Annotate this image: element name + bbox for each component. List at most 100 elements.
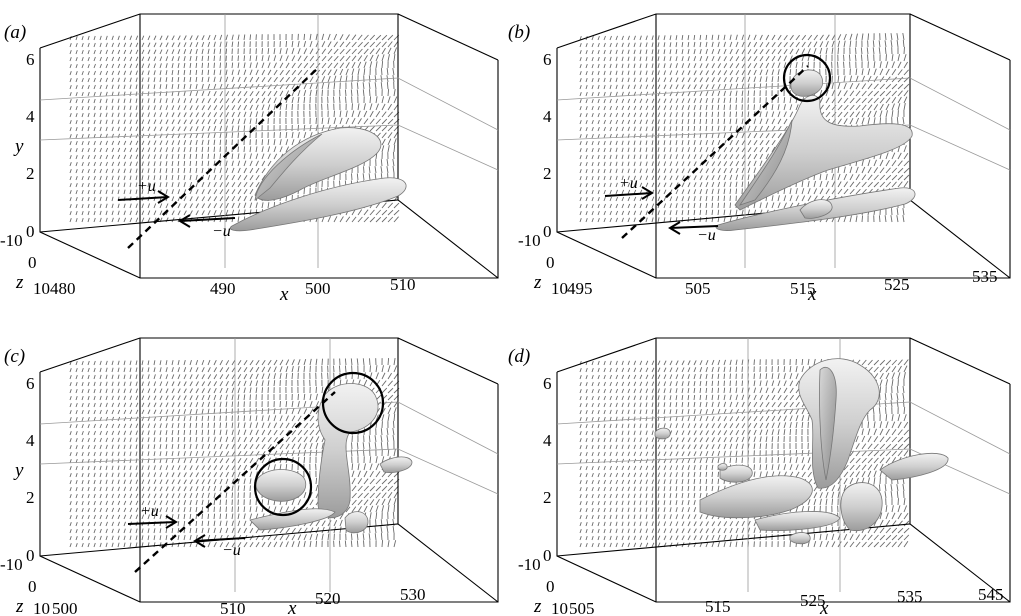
velocity-vector xyxy=(585,161,588,167)
velocity-vector xyxy=(747,174,750,181)
velocity-vector xyxy=(249,366,254,373)
velocity-vector xyxy=(633,140,636,146)
velocity-vector xyxy=(231,458,236,464)
velocity-vector xyxy=(171,528,174,534)
velocity-vector xyxy=(237,492,239,499)
velocity-vector xyxy=(681,217,684,223)
velocity-vector xyxy=(81,217,84,223)
velocity-vector xyxy=(759,56,764,62)
velocity-vector xyxy=(69,183,72,188)
velocity-vector xyxy=(261,436,266,443)
velocity-vector xyxy=(897,103,901,111)
velocity-vector xyxy=(735,160,739,167)
velocity-vector xyxy=(663,196,667,202)
velocity-vector xyxy=(795,34,800,41)
velocity-vector xyxy=(135,493,139,499)
velocity-vector xyxy=(87,119,90,125)
velocity-vector xyxy=(183,486,187,492)
velocity-vector xyxy=(633,388,637,394)
velocity-vector xyxy=(380,75,383,83)
velocity-vector xyxy=(165,535,168,541)
velocity-vector xyxy=(111,493,114,499)
velocity-vector xyxy=(867,159,871,167)
velocity-vector xyxy=(129,147,133,153)
velocity-vector xyxy=(699,104,702,111)
velocity-vector xyxy=(267,534,272,541)
velocity-vector xyxy=(123,528,126,534)
velocity-vector xyxy=(243,188,248,195)
velocity-vector xyxy=(663,465,667,471)
velocity-vector xyxy=(279,401,281,408)
velocity-vector xyxy=(261,97,266,104)
velocity-vector xyxy=(129,402,133,408)
velocity-vector xyxy=(381,34,388,41)
velocity-vector xyxy=(195,48,198,55)
velocity-vector xyxy=(693,70,697,76)
velocity-vector xyxy=(387,372,392,380)
velocity-vector xyxy=(237,415,239,422)
velocity-vector xyxy=(591,430,594,436)
velocity-vector xyxy=(789,41,794,48)
velocity-vector xyxy=(165,105,169,111)
velocity-vector xyxy=(81,105,84,111)
velocity-vector xyxy=(585,43,588,48)
velocity-vector xyxy=(753,167,756,174)
velocity-vector xyxy=(657,77,661,83)
velocity-vector xyxy=(291,436,296,443)
velocity-vector xyxy=(219,146,221,153)
velocity-vector xyxy=(201,62,204,69)
velocity-vector xyxy=(369,103,373,111)
velocity-vector xyxy=(81,203,84,209)
velocity-vector xyxy=(657,98,661,104)
velocity-vector xyxy=(171,126,175,132)
velocity-vector xyxy=(135,161,138,167)
velocity-vector xyxy=(639,91,643,97)
velocity-vector xyxy=(615,360,618,366)
velocity-vector xyxy=(177,472,181,478)
velocity-vector xyxy=(609,84,612,90)
velocity-vector xyxy=(891,110,894,118)
velocity-vector xyxy=(711,41,714,48)
velocity-vector xyxy=(249,55,252,62)
velocity-vector xyxy=(75,162,78,167)
velocity-vector xyxy=(621,140,624,146)
velocity-vector xyxy=(891,167,898,174)
velocity-vector xyxy=(585,91,588,97)
velocity-vector xyxy=(255,387,258,394)
velocity-vector xyxy=(207,415,210,422)
velocity-vector xyxy=(267,408,270,415)
velocity-vector xyxy=(753,76,757,83)
velocity-vector xyxy=(159,126,163,132)
velocity-vector xyxy=(291,372,294,380)
velocity-vector xyxy=(759,62,764,69)
velocity-vector xyxy=(159,84,162,90)
velocity-vector xyxy=(591,154,594,160)
velocity-vector xyxy=(375,34,382,41)
velocity-vector xyxy=(867,174,873,181)
velocity-vector xyxy=(117,381,120,387)
velocity-vector xyxy=(681,210,684,216)
velocity-vector xyxy=(87,507,90,513)
velocity-vector xyxy=(147,514,150,520)
velocity-vector xyxy=(651,360,655,366)
velocity-vector xyxy=(99,140,102,146)
velocity-vector xyxy=(615,217,618,223)
velocity-vector xyxy=(831,181,836,188)
velocity-vector xyxy=(657,451,661,457)
velocity-vector xyxy=(309,55,315,62)
velocity-vector xyxy=(345,506,351,513)
velocity-vector xyxy=(867,104,873,111)
velocity-vector xyxy=(123,381,126,387)
velocity-vector xyxy=(765,140,770,146)
velocity-vector xyxy=(777,195,780,202)
velocity-vector xyxy=(717,48,721,55)
velocity-vector xyxy=(177,161,180,167)
velocity-vector xyxy=(153,528,156,534)
velocity-vector xyxy=(615,528,618,534)
velocity-vector xyxy=(171,444,174,450)
velocity-vector xyxy=(663,374,667,380)
velocity-vector xyxy=(165,430,168,436)
velocity-vector xyxy=(639,126,642,132)
velocity-vector xyxy=(627,423,630,429)
velocity-vector xyxy=(93,388,96,394)
